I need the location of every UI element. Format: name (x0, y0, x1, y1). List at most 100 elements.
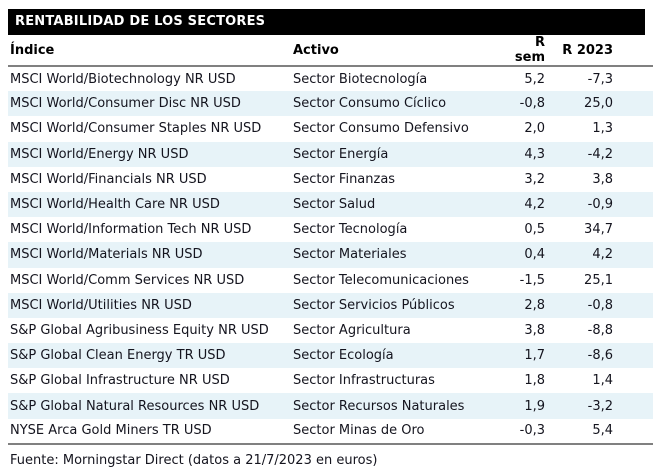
cell-r-sem: -0,3 (508, 418, 553, 445)
cell-indice: MSCI World/Financials NR USD (10, 171, 207, 187)
cell-r-2023: -8,6 (587, 348, 613, 364)
cell-r-sem: 3,2 (524, 171, 545, 187)
sector-returns-panel: RENTABILIDAD DE LOS SECTORES Índice Acti… (8, 9, 653, 468)
source-note: Fuente: Morningstar Direct (datos a 21/7… (10, 452, 378, 468)
cell-activo: Sector Tecnología (293, 222, 408, 238)
table-row: MSCI World/Consumer Disc NR USD Sector Co… (8, 91, 653, 117)
cell-activo: Sector Energía (293, 146, 389, 162)
cell-filler (621, 293, 653, 318)
cell-r-sem: 5,2 (524, 71, 545, 87)
cell-r-2023: -0,9 (587, 197, 613, 213)
cell-activo: Sector Consumo Defensivo (293, 121, 469, 137)
cell-indice: NYSE Arca Gold Miners TR USD (8, 418, 293, 445)
cell-indice: MSCI World/Comm Services NR USD (10, 272, 245, 288)
table-row: MSCI World/Energy NR USD Sector Energía 4,… (8, 141, 653, 167)
cell-filler (621, 142, 653, 167)
cell-r-sem: -1,5 (519, 272, 545, 288)
cell-r-2023: 25,1 (584, 272, 613, 288)
cell-r-sem: 1,9 (524, 398, 545, 414)
table-row: NYSE Arca Gold Miners TR USD Sector Minas… (8, 418, 653, 445)
table-row: MSCI World/Health Care NR USD Sector Salu… (8, 191, 653, 218)
cell-r-sem: 2,8 (524, 297, 545, 313)
cell-activo: Sector Materiales (293, 247, 407, 263)
column-header-r-sem: R sem (508, 35, 553, 67)
cell-indice: MSCI World/Consumer Staples NR USD (10, 121, 262, 137)
cell-indice: MSCI World/Biotechnology NR USD (10, 71, 236, 87)
cell-filler (621, 167, 653, 192)
cell-r-sem: 1,7 (524, 348, 545, 364)
cell-r-2023: -0,8 (587, 297, 613, 313)
table-row: MSCI World/Comm Services NR USD Sector Te… (8, 268, 653, 293)
cell-filler (621, 66, 653, 91)
table-row: MSCI World/Biotechnology NR USD Sector Bi… (8, 66, 653, 91)
table-row: MSCI World/Information Tech NR USD Sector… (8, 217, 653, 242)
cell-filler (621, 217, 653, 242)
cell-indice: S&P Global Agribusiness Equity NR USD (10, 322, 269, 338)
cell-filler (621, 393, 653, 418)
cell-r-2023: 1,3 (592, 121, 613, 137)
table-row: S&P Global Clean Energy TR USD Sector Eco… (8, 343, 653, 369)
cell-r-2023: 4,2 (592, 247, 613, 263)
cell-filler (621, 192, 653, 217)
cell-r-2023: 25,0 (584, 96, 613, 112)
table-row: S&P Global Agribusiness Equity NR USD Sec… (8, 318, 653, 343)
table-row: MSCI World/Consumer Staples NR USD Sector… (8, 116, 653, 141)
cell-activo: Sector Ecología (293, 348, 394, 364)
cell-indice: MSCI World/Materials NR USD (10, 247, 203, 263)
table-header: Índice Activo R sem R 2023 (8, 35, 653, 67)
cell-filler (621, 318, 653, 343)
cell-r-sem: 4,2 (524, 197, 545, 213)
cell-r-sem: 3,8 (524, 322, 545, 338)
cell-r-2023: -7,3 (587, 71, 613, 87)
cell-r-2023: 3,8 (592, 171, 613, 187)
cell-indice: MSCI World/Consumer Disc NR USD (10, 96, 241, 112)
cell-r-2023: 1,4 (592, 373, 613, 389)
panel-title: RENTABILIDAD DE LOS SECTORES (8, 9, 645, 35)
cell-activo: Sector Biotecnología (293, 71, 428, 87)
cell-activo: Sector Infrastructuras (293, 373, 435, 389)
table-row: S&P Global Natural Resources NR USD Secto… (8, 393, 653, 419)
cell-indice: MSCI World/Utilities NR USD (10, 297, 192, 313)
cell-indice: S&P Global Clean Energy TR USD (10, 348, 226, 364)
cell-indice: S&P Global Infrastructure NR USD (10, 373, 230, 389)
cell-indice: MSCI World/Health Care NR USD (10, 197, 220, 213)
cell-indice: MSCI World/Information Tech NR USD (10, 222, 252, 238)
cell-r-sem: 2,0 (524, 121, 545, 137)
column-header-activo: Activo (293, 35, 508, 67)
cell-activo: Sector Consumo Cíclico (293, 96, 447, 112)
cell-activo: Sector Salud (293, 197, 376, 213)
table-row: MSCI World/Materials NR USD Sector Materi… (8, 242, 653, 268)
cell-indice: MSCI World/Energy NR USD (10, 146, 189, 162)
cell-r-2023: 5,4 (553, 418, 621, 445)
cell-r-sem: 0,4 (524, 247, 545, 263)
cell-r-sem: 4,3 (524, 146, 545, 162)
cell-activo: Sector Agricultura (293, 322, 411, 338)
table-row: S&P Global Infrastructure NR USD Sector I… (8, 368, 653, 393)
cell-filler (621, 242, 653, 267)
cell-r-2023: -4,2 (587, 146, 613, 162)
cell-activo: Sector Minas de Oro (293, 418, 508, 445)
cell-r-sem: -0,8 (519, 96, 545, 112)
cell-filler (621, 368, 653, 393)
cell-activo: Sector Servicios Públicos (293, 297, 455, 313)
table-body: MSCI World/Biotechnology NR USD Sector Bi… (8, 66, 653, 445)
cell-indice: S&P Global Natural Resources NR USD (10, 398, 260, 414)
cell-filler (621, 418, 653, 445)
cell-filler (621, 343, 653, 368)
column-header-filler (621, 35, 653, 67)
table-row: MSCI World/Utilities NR USD Sector Servic… (8, 292, 653, 318)
cell-r-sem: 0,5 (524, 222, 545, 238)
table-row: MSCI World/Financials NR USD Sector Finan… (8, 167, 653, 192)
cell-activo: Sector Recursos Naturales (293, 398, 465, 414)
table-header-row: Índice Activo R sem R 2023 (8, 35, 653, 67)
column-header-r-2023: R 2023 (553, 35, 621, 67)
cell-filler (621, 268, 653, 293)
cell-filler (621, 116, 653, 141)
cell-r-2023: 34,7 (584, 222, 613, 238)
cell-activo: Sector Finanzas (293, 171, 396, 187)
cell-filler (621, 91, 653, 116)
cell-r-sem: 1,8 (524, 373, 545, 389)
cell-r-2023: -8,8 (587, 322, 613, 338)
cell-activo: Sector Telecomunicaciones (293, 272, 469, 288)
column-header-indice: Índice (8, 35, 293, 67)
